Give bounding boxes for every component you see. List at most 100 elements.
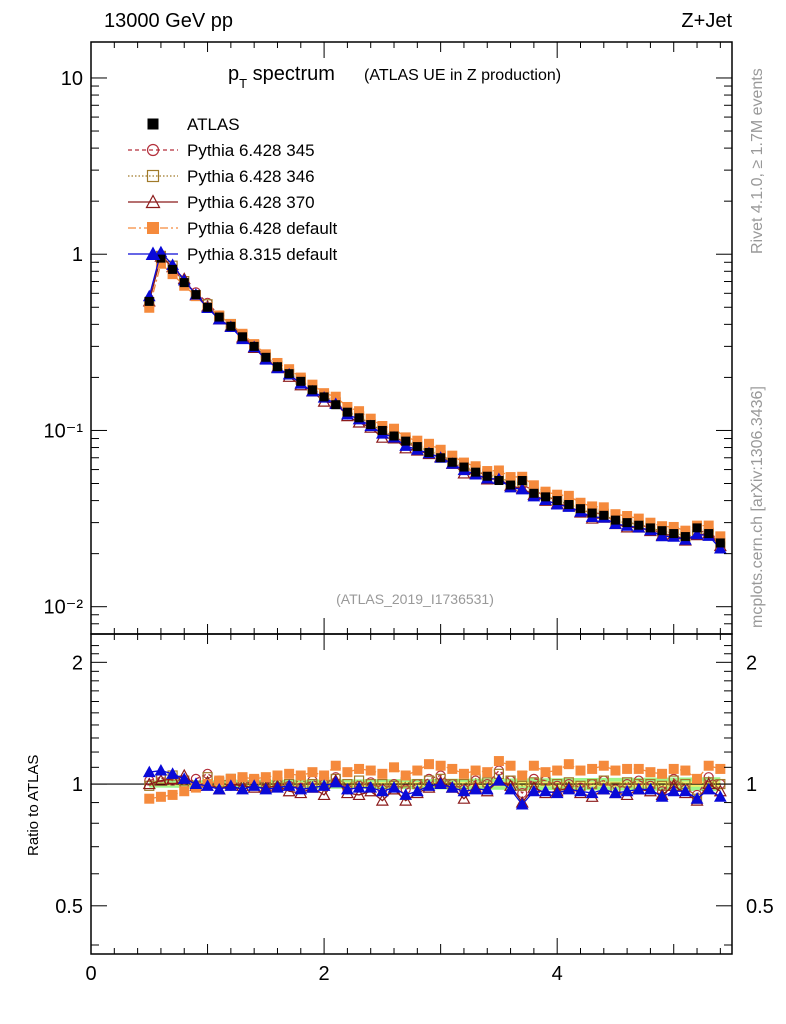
ratio-series-point xyxy=(212,782,226,795)
ratio-series-point xyxy=(375,793,389,806)
series-line xyxy=(148,254,721,544)
atlas-data-point xyxy=(331,400,341,410)
ratio-series-point xyxy=(294,782,308,795)
ratio-series-point xyxy=(400,770,411,781)
ratio-series-point xyxy=(260,772,271,783)
ratio-series-point xyxy=(389,762,400,773)
ratio-series-point xyxy=(365,765,376,776)
ratio-series-point xyxy=(644,782,657,795)
legend-marker xyxy=(147,118,159,130)
legend: ATLAS Pythia 6.428 345 Pythia 6.428 346 Pyt… xyxy=(128,115,338,264)
ratio-series-point xyxy=(224,779,238,791)
legend-marker xyxy=(145,194,161,209)
ratio-series-point xyxy=(352,781,366,793)
ratio-series-point xyxy=(493,765,505,776)
atlas-data-point xyxy=(144,296,154,306)
ratio-series-point xyxy=(447,763,458,774)
atlas-data-point xyxy=(645,523,655,533)
atlas-data-point xyxy=(575,504,585,514)
ratio-series-point xyxy=(504,782,517,795)
legend-entry: Pythia 8.315 default xyxy=(128,245,338,264)
ratio-series-point xyxy=(387,781,401,793)
ratio-series-point xyxy=(329,775,343,788)
atlas-data-point xyxy=(692,523,702,533)
ratio-series-point xyxy=(317,779,331,791)
plot-title: pT spectrum xyxy=(228,63,335,91)
atlas-data-point xyxy=(669,529,679,539)
series-point xyxy=(703,520,714,531)
atlas-data-point xyxy=(319,392,329,402)
ratio-series-point xyxy=(422,779,436,791)
atlas-data-point xyxy=(191,290,201,300)
atlas-data-point xyxy=(471,467,481,477)
legend-entry: Pythia 6.428 346 xyxy=(128,167,315,186)
legend-marker xyxy=(146,169,160,183)
ratio-series-point xyxy=(342,767,353,778)
atlas-data-point xyxy=(389,431,399,441)
y-tick-label: 10 xyxy=(61,68,83,90)
series-point xyxy=(655,529,669,542)
atlas-data-point xyxy=(552,496,562,506)
legend-entry: Pythia 6.428 default xyxy=(128,219,338,238)
atlas-data-point xyxy=(238,332,248,342)
ratio-series-point xyxy=(574,784,587,797)
x-tick-label: 4 xyxy=(552,963,563,985)
ratio-y-tick-label-left: 2 xyxy=(72,652,83,674)
ratio-series-point xyxy=(435,760,446,771)
atlas-data-point xyxy=(494,476,504,486)
header-right-label: Z+Jet xyxy=(681,10,732,32)
atlas-data-point xyxy=(261,352,271,362)
ratio-series-point xyxy=(377,768,388,779)
atlas-data-point xyxy=(517,476,527,486)
ratio-series-point xyxy=(330,760,341,771)
legend-entry: Pythia 6.428 345 xyxy=(128,141,315,160)
atlas-data-point xyxy=(284,369,294,379)
legend-label: Pythia 6.428 345 xyxy=(187,141,315,160)
legend-marker xyxy=(146,143,160,157)
ratio-series-point xyxy=(587,763,598,774)
ratio-series-point xyxy=(667,784,681,797)
ratio-series-point xyxy=(668,763,679,774)
ratio-series-point xyxy=(142,765,156,778)
series-line xyxy=(148,262,721,537)
series-line xyxy=(148,255,721,547)
ratio-series-line xyxy=(148,773,721,800)
atlas-data-point xyxy=(704,529,714,539)
atlas-data-point xyxy=(541,492,551,502)
series-point xyxy=(563,490,574,501)
analysis-id-label: (ATLAS_2019_I1736531) xyxy=(336,591,494,607)
atlas-data-point xyxy=(634,520,644,530)
atlas-data-point xyxy=(203,302,213,312)
ratio-series-point xyxy=(201,779,214,791)
atlas-data-point xyxy=(214,312,224,322)
header-left-label: 13000 GeV pp xyxy=(104,10,233,32)
ratio-series-point xyxy=(376,784,389,797)
atlas-data-point xyxy=(296,376,306,386)
atlas-data-point xyxy=(168,264,178,274)
ratio-series-point xyxy=(458,768,469,779)
ratio-series-point xyxy=(179,786,190,797)
ratio-series-point xyxy=(167,789,178,800)
ratio-plot-frame xyxy=(90,633,733,955)
ratio-series-point xyxy=(492,774,506,786)
atlas-data-point xyxy=(506,480,516,490)
ratio-series-point xyxy=(470,765,481,776)
ratio-series-point xyxy=(692,773,703,784)
atlas-data-point xyxy=(342,407,352,417)
ratio-series-point xyxy=(341,782,354,795)
ratio-series-point xyxy=(598,760,609,771)
ratio-y-tick-label-right: 0.5 xyxy=(746,896,774,918)
ratio-series-point xyxy=(412,765,423,776)
ratio-series-point xyxy=(482,767,493,778)
ratio-series-point xyxy=(552,765,563,776)
ratio-series-point xyxy=(539,784,552,797)
atlas-data-point xyxy=(307,385,317,395)
ratio-series-point xyxy=(154,764,168,776)
ratio-series-point xyxy=(247,779,261,791)
ratio-series-point xyxy=(423,759,434,770)
series-point xyxy=(598,502,609,513)
ratio-series-point xyxy=(154,773,168,786)
legend-marker xyxy=(145,246,161,260)
mcplots-label: mcplots.cern.ch [arXiv:1306.3436] xyxy=(749,386,766,628)
